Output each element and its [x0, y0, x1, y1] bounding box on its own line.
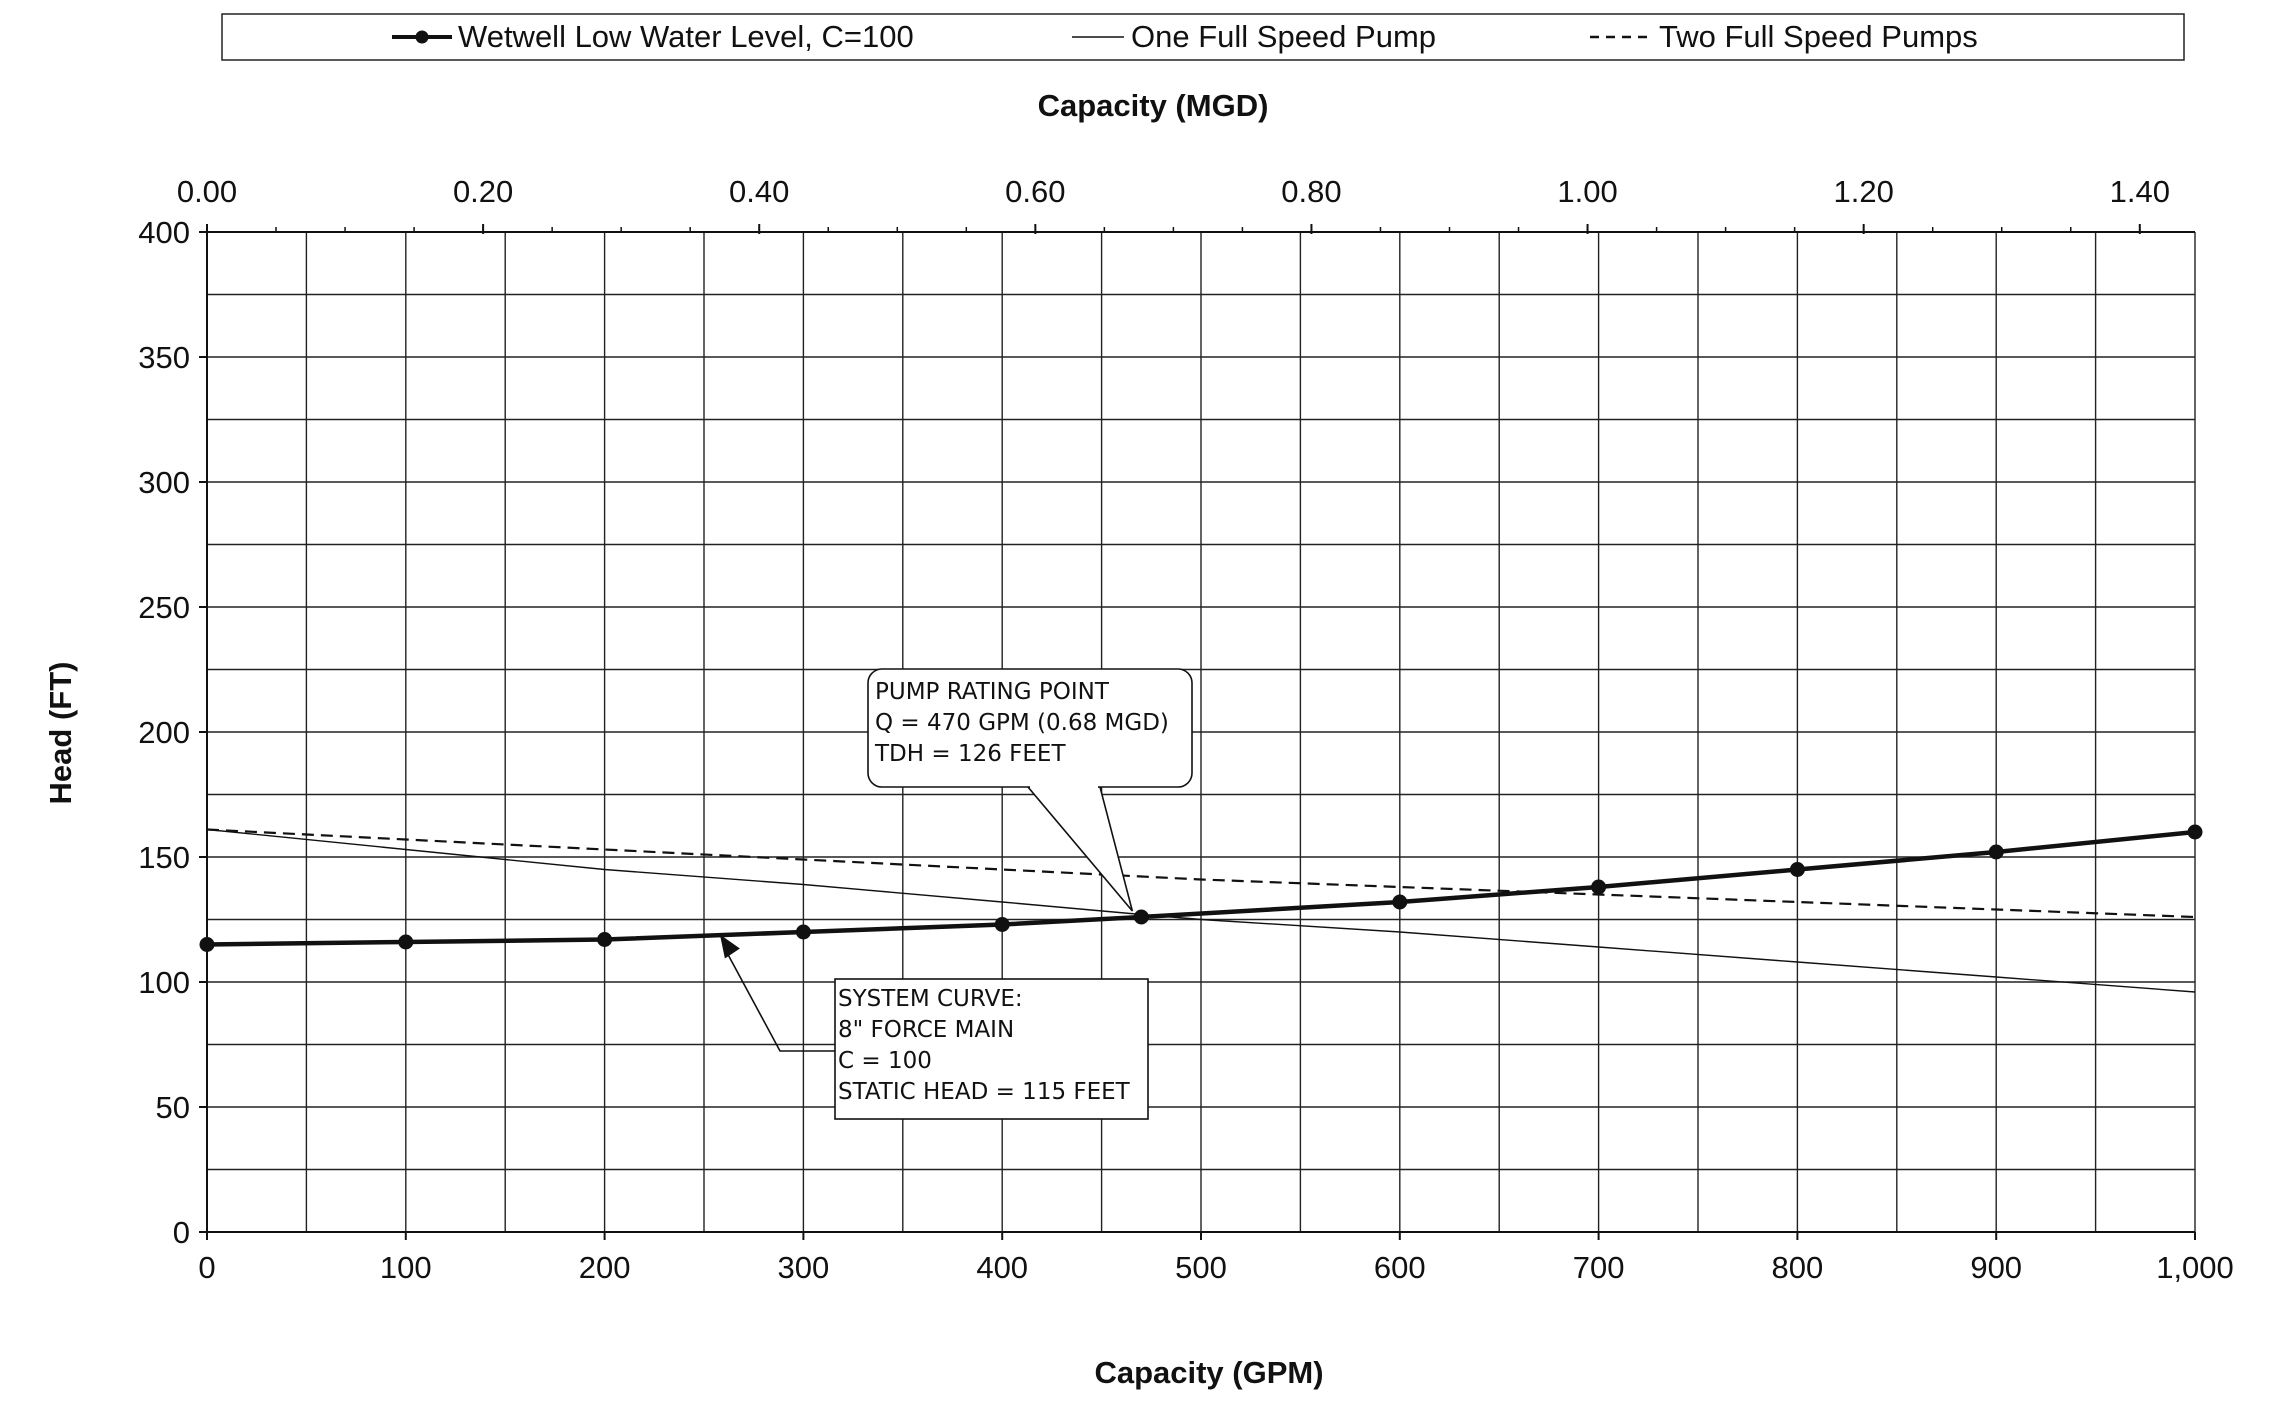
data-point: [1789, 862, 1805, 877]
callout-text-line: 8" FORCE MAIN: [838, 1017, 1014, 1043]
data-point: [398, 934, 414, 950]
data-point: [597, 932, 613, 947]
legend-marker: [415, 30, 429, 44]
y-tick-label: 150: [138, 840, 190, 875]
legend-box: [221, 13, 2185, 61]
top-tick-label: 0.00: [177, 174, 237, 209]
data-point: [994, 917, 1010, 932]
y-tick-label: 350: [138, 340, 190, 375]
callout-pointer: [1026, 786, 1134, 912]
x-tick-label: 400: [976, 1250, 1028, 1285]
x-tick-label: 1,000: [2156, 1250, 2234, 1285]
y-tick-label: 100: [138, 965, 190, 1000]
legend: Wetwell Low Water Level, C=100 One Full …: [221, 13, 2185, 61]
x-axis-title: Capacity (GPM): [1094, 1355, 1323, 1390]
callout-box-system: [834, 978, 1149, 1120]
series-line: [206, 828, 2196, 919]
data-point: [1591, 879, 1607, 895]
top-tick-label: 0.40: [729, 174, 789, 209]
data-point: [1392, 894, 1408, 910]
top-tick-label: 0.60: [1005, 174, 1065, 209]
data-point: [2187, 824, 2203, 840]
callout-leader: [726, 952, 836, 1052]
y-axis-title: Head (FT): [43, 662, 78, 805]
callout-text-line: SYSTEM CURVE:: [838, 986, 1023, 1012]
callout-text-line: Q = 470 GPM (0.68 MGD): [875, 710, 1169, 736]
top-tick-label: 0.80: [1281, 174, 1341, 209]
x-tick-label: 700: [1573, 1250, 1625, 1285]
callout-text-line: C = 100: [838, 1048, 932, 1074]
y-tick-label: 0: [173, 1215, 190, 1250]
legend-label: Two Full Speed Pumps: [1659, 19, 1978, 54]
data-point: [1133, 909, 1149, 925]
top-tick-label: 1.00: [1557, 174, 1617, 209]
top-axis-title: Capacity (MGD): [1038, 88, 1269, 123]
x-tick-label: 800: [1772, 1250, 1824, 1285]
callout-text-line: STATIC HEAD = 115 FEET: [838, 1079, 1131, 1105]
data-point: [795, 924, 811, 940]
y-tick-label: 50: [156, 1090, 190, 1125]
legend-label: Wetwell Low Water Level, C=100: [458, 19, 914, 54]
legend-label: One Full Speed Pump: [1131, 19, 1436, 54]
y-tick-label: 400: [138, 215, 190, 250]
y-tick-label: 300: [138, 465, 190, 500]
callout-text-line: PUMP RATING POINT: [875, 679, 1110, 705]
series-line: [206, 828, 2196, 993]
grid: [206, 231, 2196, 1233]
data-point: [1988, 844, 2004, 860]
legend-entry-wetwell: Wetwell Low Water Level, C=100: [392, 19, 914, 54]
callout-arrowhead: [719, 934, 740, 959]
callout-text-line: TDH = 126 FEET: [874, 741, 1066, 767]
axes: 0 100 200 300 400 500 600 700 800 900 1,000 0 50 100 1…: [138, 174, 2234, 1285]
x-tick-label: 500: [1175, 1250, 1227, 1285]
x-tick-label: 900: [1970, 1250, 2022, 1285]
x-tick-label: 300: [778, 1250, 830, 1285]
top-tick-label: 1.40: [2110, 174, 2170, 209]
legend-entry-two-pumps: Two Full Speed Pumps: [1590, 19, 1978, 54]
x-tick-label: 0: [198, 1250, 215, 1285]
annotations: PUMP RATING POINT Q = 470 GPM (0.68 MGD) T…: [719, 668, 1193, 1120]
x-tick-label: 100: [380, 1250, 432, 1285]
legend-entry-one-pump: One Full Speed Pump: [1072, 19, 1436, 54]
x-tick-label: 600: [1374, 1250, 1426, 1285]
top-tick-label: 1.20: [1833, 174, 1893, 209]
y-tick-label: 250: [138, 590, 190, 625]
x-tick-label: 200: [579, 1250, 631, 1285]
data-point: [199, 937, 215, 952]
top-tick-label: 0.20: [453, 174, 513, 209]
y-tick-label: 200: [138, 715, 190, 750]
series: [199, 824, 2203, 993]
